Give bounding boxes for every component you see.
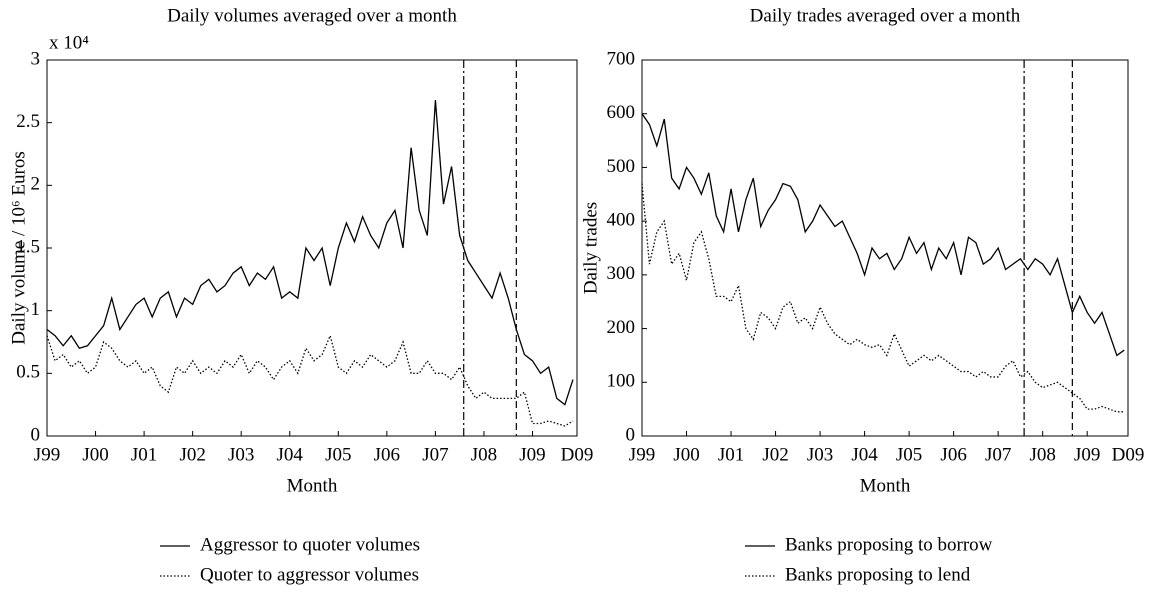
x-tick-label: J07	[985, 444, 1011, 465]
x-tick-label: J01	[718, 444, 744, 465]
y-tick-label: 0	[626, 424, 636, 445]
x-tick-label: J03	[807, 444, 833, 465]
y-tick-label: 300	[607, 263, 636, 284]
legend-label: Quoter to aggressor volumes	[200, 564, 419, 585]
x-tick-label: D09	[1112, 444, 1145, 465]
y-tick-label: 700	[607, 48, 636, 69]
y-tick-label: 0.5	[16, 362, 40, 383]
x-tick-label: J05	[325, 444, 351, 465]
x-tick-label: J04	[277, 444, 304, 465]
series-line	[46, 333, 574, 427]
legend-label: Aggressor to quoter volumes	[200, 534, 420, 555]
x-tick-label: J01	[131, 444, 157, 465]
legend-label: Banks proposing to borrow	[785, 534, 993, 555]
y-multiplier: x 10⁴	[49, 32, 89, 53]
plot-frame	[641, 59, 1129, 437]
y-tick-label: 2.5	[16, 111, 40, 132]
x-axis-label: Month	[287, 475, 338, 496]
chart-title: Daily trades averaged over a month	[750, 5, 1021, 26]
x-tick-label: J99	[34, 444, 60, 465]
y-tick-label: 1.5	[16, 236, 40, 257]
x-tick-label: J00	[673, 444, 699, 465]
y-tick-label: 500	[607, 156, 636, 177]
x-tick-label: J02	[762, 444, 788, 465]
y-tick-label: 200	[607, 317, 636, 338]
x-axis-label: Month	[860, 475, 911, 496]
y-tick-label: 0	[31, 424, 41, 445]
series-line	[641, 113, 1125, 357]
x-tick-label: J02	[179, 444, 205, 465]
y-tick-label: 3	[31, 48, 41, 69]
y-tick-label: 400	[607, 210, 636, 231]
x-tick-label: J00	[82, 444, 108, 465]
x-tick-label: J07	[422, 444, 448, 465]
x-tick-label: J08	[471, 444, 497, 465]
chart-title: Daily volumes averaged over a month	[167, 5, 457, 26]
legend-label: Banks proposing to lend	[785, 564, 971, 585]
x-tick-label: J99	[629, 444, 655, 465]
y-tick-label: 100	[607, 371, 636, 392]
x-tick-label: J09	[1074, 444, 1100, 465]
x-tick-label: J03	[228, 444, 254, 465]
x-tick-label: J06	[374, 444, 400, 465]
x-tick-label: D09	[561, 444, 594, 465]
x-tick-label: J08	[1029, 444, 1055, 465]
x-tick-label: J09	[519, 444, 545, 465]
y-tick-label: 600	[607, 102, 636, 123]
series-line	[641, 183, 1125, 413]
x-tick-label: J04	[851, 444, 878, 465]
series-line	[46, 100, 574, 406]
plot-frame	[46, 59, 578, 437]
x-tick-label: J06	[940, 444, 966, 465]
y-axis-label: Daily trades	[580, 202, 601, 294]
y-tick-label: 2	[31, 174, 41, 195]
y-axis-label: Daily volume / 10⁶ Euros	[8, 151, 29, 344]
x-tick-label: J05	[896, 444, 922, 465]
y-tick-label: 1	[31, 299, 41, 320]
